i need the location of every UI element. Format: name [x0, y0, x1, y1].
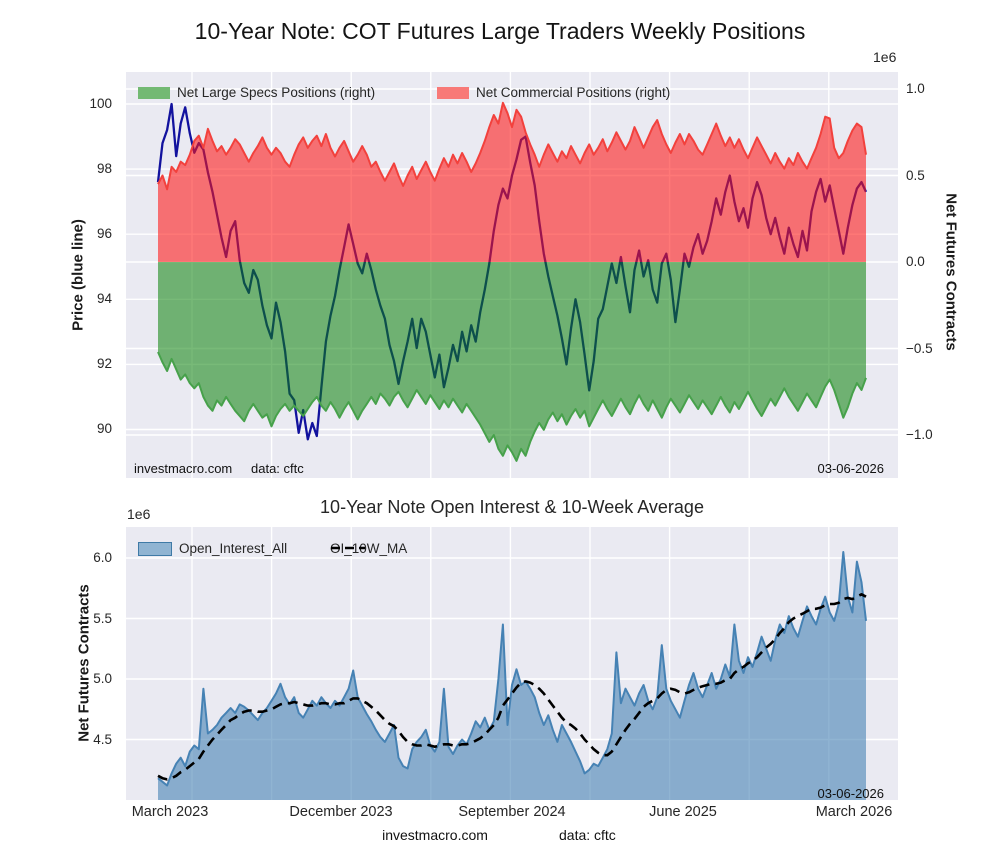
net-large-specs-swatch-icon: [138, 86, 170, 99]
legend-item-open-interest: Open_Interest_All: [138, 541, 287, 556]
legend-label: Open_Interest_All: [179, 541, 288, 556]
x-tick-march-2023: March 2023: [131, 804, 209, 820]
price-tick-100: 100: [89, 96, 112, 111]
footer-site: investmacro.com: [382, 827, 488, 843]
price-tick-90: 90: [96, 421, 112, 436]
price-tick-96: 96: [96, 226, 112, 241]
legend-label: OI_10W_MA: [330, 541, 408, 556]
price-tick-92: 92: [96, 356, 112, 371]
net-tick-0.5: 0.5: [906, 167, 925, 183]
top-annotation-site: investmacro.com: [134, 461, 233, 476]
bottom-chart-title: 10-Year Note Open Interest & 10-Week Ave…: [320, 497, 704, 517]
figure-title: 10-Year Note: COT Futures Large Traders …: [194, 18, 806, 44]
legend-item-net-commercial: Net Commercial Positions (right): [437, 85, 670, 100]
x-tick-june-2025: June 2025: [649, 804, 717, 820]
bottom-annotation-date: 03-06-2026: [817, 786, 885, 801]
bottom-left-axis-label: Net Futures Contracts: [75, 584, 93, 742]
net-tick-0.0: 0.0: [906, 254, 925, 269]
footer-source: data: cftc: [559, 827, 616, 843]
oi-tick-5.5: 5.5: [93, 610, 112, 626]
net-commercial-swatch-icon: [437, 86, 469, 99]
x-tick-december-2023: December 2023: [289, 804, 393, 820]
price-tick-94: 94: [96, 291, 112, 306]
price-tick-98: 98: [96, 161, 112, 176]
legend-item-oi-10w-ma: OI_10W_MA: [330, 541, 407, 556]
legend-label: Net Large Specs Positions (right): [177, 85, 376, 100]
top-left-axis-label: Price (blue line): [69, 219, 87, 331]
top-annotation-date: 03-06-2026: [817, 461, 885, 476]
legend-label: Net Commercial Positions (right): [476, 85, 671, 100]
bottom-left-axis-offset-label: 1e6: [127, 506, 151, 522]
net-tick-m1.0: −1.0: [906, 427, 933, 442]
oi-tick-5.0: 5.0: [93, 671, 112, 686]
net-tick-m0.5: −0.5: [906, 340, 933, 356]
oi-tick-6.0: 6.0: [93, 550, 112, 565]
open-interest-swatch-icon: [138, 541, 172, 556]
top-annotation-source: data: cftc: [251, 461, 304, 476]
x-tick-september-2024: September 2024: [458, 804, 566, 820]
dashed-line-sample-icon: [331, 546, 365, 550]
legend-item-net-large-specs: Net Large Specs Positions (right): [138, 85, 375, 100]
net-tick-1.0: 1.0: [906, 81, 925, 96]
oi-tick-4.5: 4.5: [93, 731, 112, 747]
top-right-axis-label: Net Futures Contracts: [942, 193, 960, 351]
top-right-axis-offset-label: 1e6: [873, 49, 897, 65]
x-tick-march-2026: March 2026: [815, 804, 893, 820]
